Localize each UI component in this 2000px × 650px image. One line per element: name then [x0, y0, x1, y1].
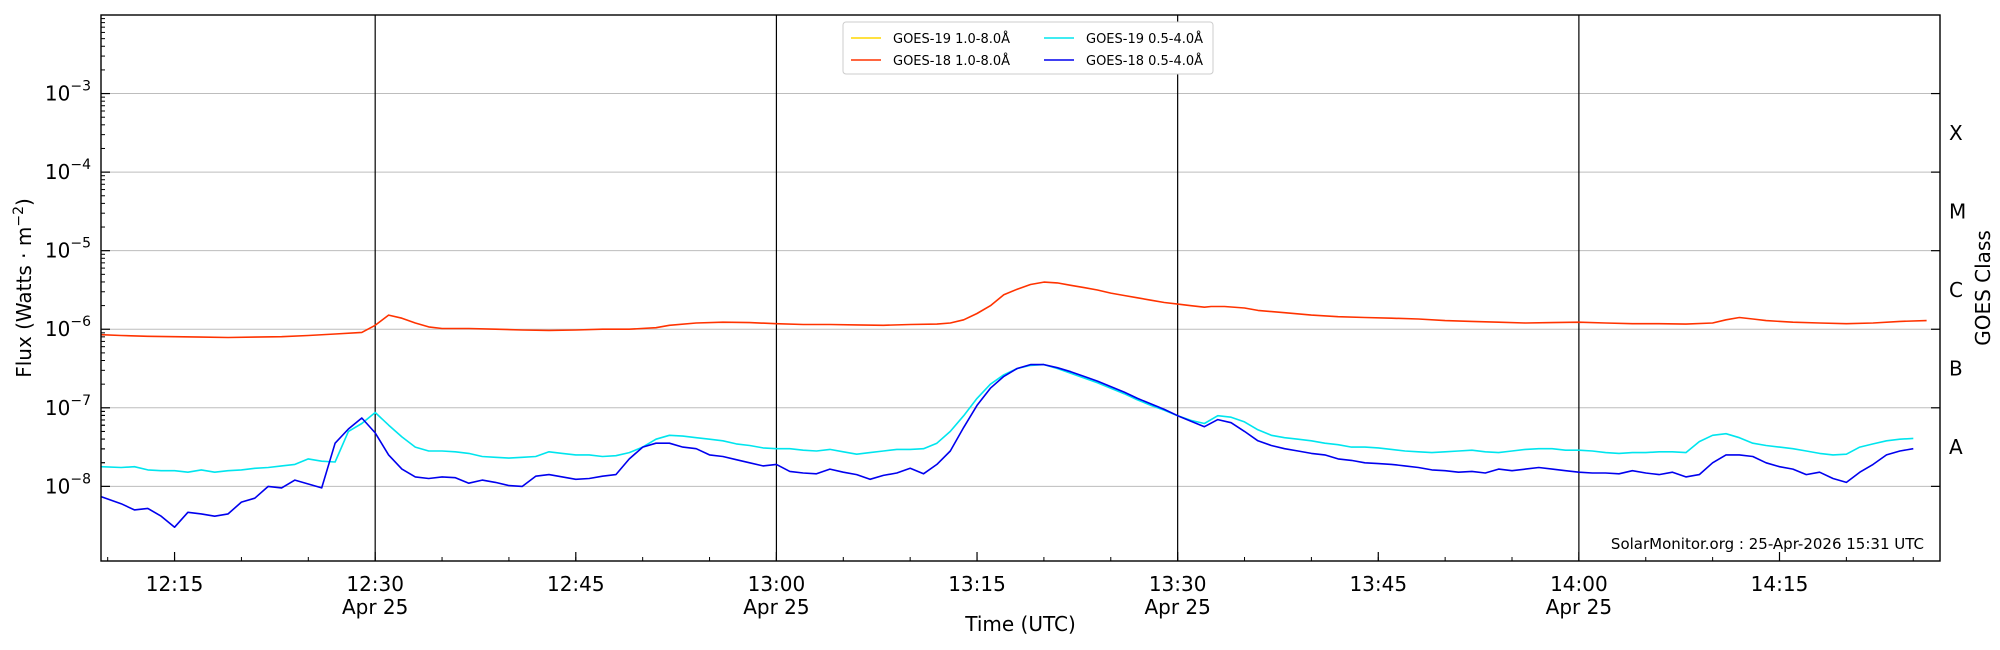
- y-tick-label: 10−4: [45, 157, 91, 184]
- x-tick-label: 12:45: [547, 572, 605, 596]
- y-tick-exponent: −5: [70, 236, 91, 252]
- y-tick-label: 10−7: [45, 393, 91, 420]
- y-tick-exponent: −7: [70, 393, 91, 409]
- legend-label: GOES-18 0.5-4.0Å: [1086, 53, 1203, 69]
- series-line-2: [100, 363, 1914, 473]
- y-tick-base: 10: [45, 239, 70, 263]
- y-axis-title-exponent: −2: [11, 206, 27, 227]
- y-tick-exponent: −6: [70, 314, 91, 330]
- x-tick-date-label: Apr 25: [1546, 595, 1612, 619]
- series-line-3: [100, 363, 1914, 528]
- legend-label: GOES-19 1.0-8.0Å: [893, 31, 1010, 47]
- y-axis-title-close: ): [12, 198, 36, 206]
- credit-text: SolarMonitor.org : 25-Apr-2026 15:31 UTC: [1611, 535, 1924, 553]
- y-tick-label: 10−6: [45, 314, 91, 341]
- y-tick-base: 10: [45, 474, 70, 498]
- goes-class-axis-title: GOES Class: [1971, 230, 1995, 346]
- grid-lines: [101, 93, 1940, 487]
- legend-box: [842, 21, 1214, 75]
- x-tick-label: 13:15: [948, 572, 1006, 596]
- legend-label: GOES-19 0.5-4.0Å: [1086, 31, 1203, 47]
- plot-frame: [100, 14, 1941, 562]
- x-tick-label: 12:15: [146, 572, 204, 596]
- x-tick-label: 12:30: [346, 572, 404, 596]
- y-tick-base: 10: [45, 160, 70, 184]
- y-axis-ticks: 10−310−410−510−610−710−8: [45, 18, 1940, 498]
- goes-class-label-b: B: [1949, 357, 1963, 381]
- series-lines: [100, 281, 1927, 528]
- goes-class-label-c: C: [1949, 278, 1963, 302]
- y-tick-exponent: −4: [70, 157, 91, 173]
- x-tick-label: 14:15: [1751, 572, 1809, 596]
- y-tick-exponent: −3: [70, 79, 91, 95]
- x-tick-label: 13:30: [1149, 572, 1207, 596]
- x-tick-label: 13:45: [1349, 572, 1407, 596]
- goes-class-label-a: A: [1949, 435, 1963, 459]
- x-tick-date-label: Apr 25: [1144, 595, 1210, 619]
- y-axis-title-main: Flux (Watts · m: [12, 227, 36, 378]
- y-tick-label: 10−3: [45, 79, 91, 106]
- y-tick-label: 10−5: [45, 236, 91, 263]
- x-tick-date-label: Apr 25: [342, 595, 408, 619]
- legend-label: GOES-18 1.0-8.0Å: [893, 53, 1010, 69]
- x-tick-label: 14:00: [1550, 572, 1608, 596]
- y-tick-exponent: −8: [70, 471, 91, 487]
- x-axis-title: Time (UTC): [964, 612, 1076, 636]
- y-tick-base: 10: [45, 317, 70, 341]
- x-tick-date-label: Apr 25: [743, 595, 809, 619]
- goes-class-label-x: X: [1949, 121, 1963, 145]
- y-tick-base: 10: [45, 396, 70, 420]
- legend: GOES-19 1.0-8.0Å GOES-19 0.5-4.0Å GOES-18 …: [842, 21, 1214, 75]
- goes-class-labels: X M C B A: [1949, 121, 1966, 459]
- series-line-1: [100, 281, 1927, 339]
- day-marker-lines: [374, 15, 1580, 561]
- y-tick-base: 10: [45, 82, 70, 106]
- y-axis-title: Flux (Watts · m−2): [11, 198, 36, 378]
- goes-class-label-m: M: [1949, 199, 1966, 223]
- x-tick-label: 13:00: [748, 572, 806, 596]
- y-tick-label: 10−8: [45, 471, 91, 498]
